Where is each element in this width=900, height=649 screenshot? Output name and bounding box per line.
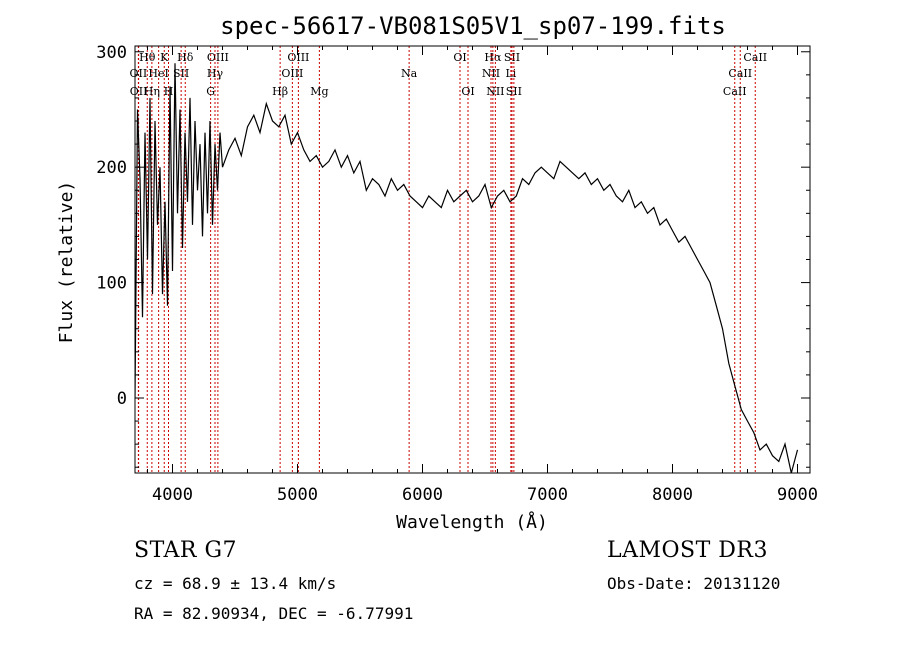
line-marker-label: HeI <box>148 67 168 80</box>
survey-name: LAMOST DR3 <box>607 538 768 563</box>
observation-date: Obs-Date: 20131120 <box>607 574 781 593</box>
chart-title: spec-56617-VB081S05V1_sp07-199.fits <box>220 12 726 40</box>
x-tick-label: 9000 <box>777 485 818 505</box>
line-marker-label: Hθ <box>139 51 156 64</box>
line-marker-label: Mg <box>310 85 328 98</box>
line-marker-label: NII <box>482 67 500 80</box>
line-marker-label: H <box>164 85 174 98</box>
x-tick-label: 8000 <box>652 485 693 505</box>
y-tick-label: 200 <box>96 158 127 178</box>
line-marker-label: OI <box>453 51 466 64</box>
line-marker-label: Na <box>401 67 418 80</box>
line-marker-label: Hβ <box>272 85 288 98</box>
tick-layer: 4000 5000 6000 7000 8000 9000 0 100 200 300 <box>96 43 818 505</box>
line-marker-label: G <box>206 85 215 98</box>
line-marker-label: Hη <box>144 85 160 98</box>
line-marker-label: CaII <box>723 85 747 98</box>
x-tick-label: 7000 <box>527 485 568 505</box>
y-tick-label: 0 <box>117 389 127 409</box>
line-marker-label: CaII <box>728 67 752 80</box>
line-marker-label: Hδ <box>177 51 194 64</box>
line-marker-label: OIII <box>287 51 309 64</box>
line-marker-label: OI <box>461 85 474 98</box>
line-marker-label: OIII <box>207 51 229 64</box>
series-layer <box>135 63 799 473</box>
x-tick-label: 6000 <box>402 485 443 505</box>
coordinates-readout: RA = 82.90934, DEC = -6.77991 <box>134 604 414 623</box>
x-tick-label: 4000 <box>152 485 193 505</box>
x-tick-label: 5000 <box>277 485 318 505</box>
object-class: STAR G7 <box>134 538 238 563</box>
line-marker-label: OIII <box>281 67 303 80</box>
series-line-spectrum <box>135 63 799 473</box>
line-marker-label: OII <box>130 67 148 80</box>
line-marker-label: NII <box>486 85 504 98</box>
y-tick-label: 100 <box>96 274 127 294</box>
plot-frame <box>134 45 811 474</box>
line-marker-label: CaII <box>743 51 767 64</box>
y-axis-label: Flux (relative) <box>56 181 77 344</box>
line-marker-label: SII <box>506 85 522 98</box>
line-marker-label: K <box>160 51 169 64</box>
x-axis-label: Wavelength (Å) <box>396 511 548 533</box>
y-tick-label: 300 <box>96 43 127 63</box>
line-marker-label: OII <box>130 85 148 98</box>
redshift-readout: cz = 68.9 ± 13.4 km/s <box>134 574 337 593</box>
line-marker-label: SII <box>504 51 520 64</box>
line-marker-label: Li <box>505 67 516 80</box>
line-marker-label: Hα <box>484 51 502 64</box>
line-marker-label: Hγ <box>207 67 224 80</box>
